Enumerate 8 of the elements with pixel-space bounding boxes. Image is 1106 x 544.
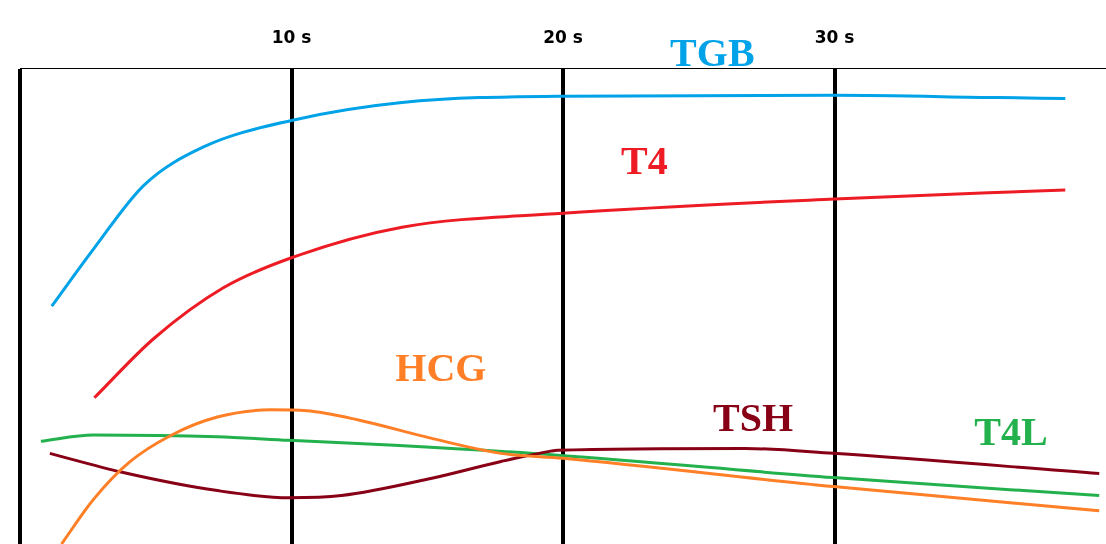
x-tick-label: 10 s [271,26,312,47]
series-label: TGB [670,30,755,76]
series-label: TSH [713,395,794,441]
series-label: T4 [621,138,668,184]
series-label: T4L [974,408,1048,454]
series-label: HCG [395,344,487,390]
x-tick-label: 20 s [543,26,583,47]
x-tick-label: 30 s [814,26,855,47]
